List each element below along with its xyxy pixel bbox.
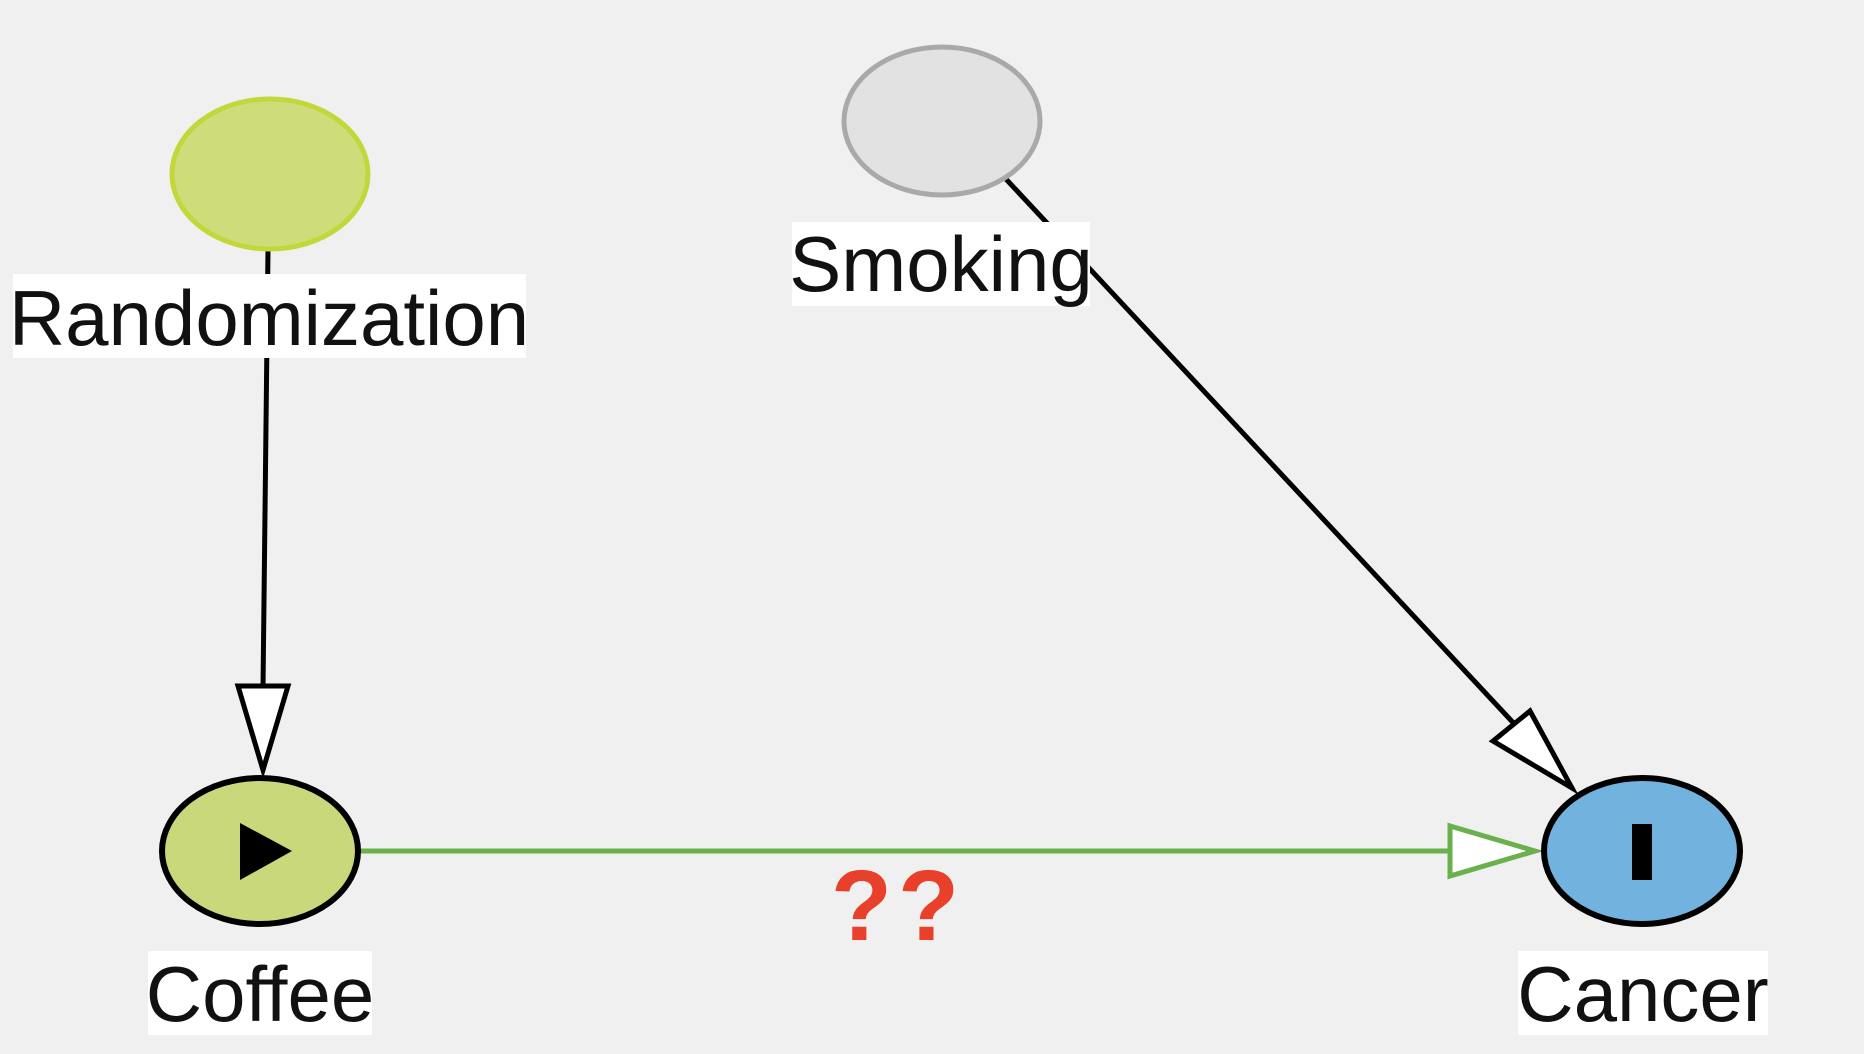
play-icon xyxy=(240,823,292,880)
node-cancer[interactable]: Cancer xyxy=(1517,775,1769,1038)
arrowhead xyxy=(1488,707,1579,795)
label-background xyxy=(792,222,1090,306)
node-randomization[interactable]: Randomization xyxy=(9,96,529,362)
edges xyxy=(234,176,1579,880)
node-smoking[interactable]: Smoking xyxy=(789,44,1093,308)
label-background xyxy=(1518,951,1768,1035)
edge-coffee-cancer[interactable] xyxy=(360,822,1544,880)
node-randomization-label: Randomization xyxy=(9,274,529,362)
edge-smoking-cancer[interactable] xyxy=(1003,176,1579,795)
label-background xyxy=(13,274,526,358)
bar-icon xyxy=(1632,824,1652,880)
question-annotation: ?? xyxy=(831,850,965,962)
node-randomization-ellipse xyxy=(169,96,371,252)
node-smoking-ellipse xyxy=(841,44,1043,198)
arrowhead xyxy=(1447,822,1544,880)
label-background xyxy=(148,951,372,1035)
node-coffee[interactable]: Coffee xyxy=(146,775,374,1038)
node-coffee-label: Coffee xyxy=(146,950,374,1038)
arrowhead xyxy=(234,683,292,779)
nodes: Randomization Smoking Coffee Cancer xyxy=(9,44,1769,1038)
edge-line xyxy=(1003,176,1522,732)
node-smoking-label: Smoking xyxy=(789,220,1092,308)
node-cancer-label: Cancer xyxy=(1517,950,1768,1038)
